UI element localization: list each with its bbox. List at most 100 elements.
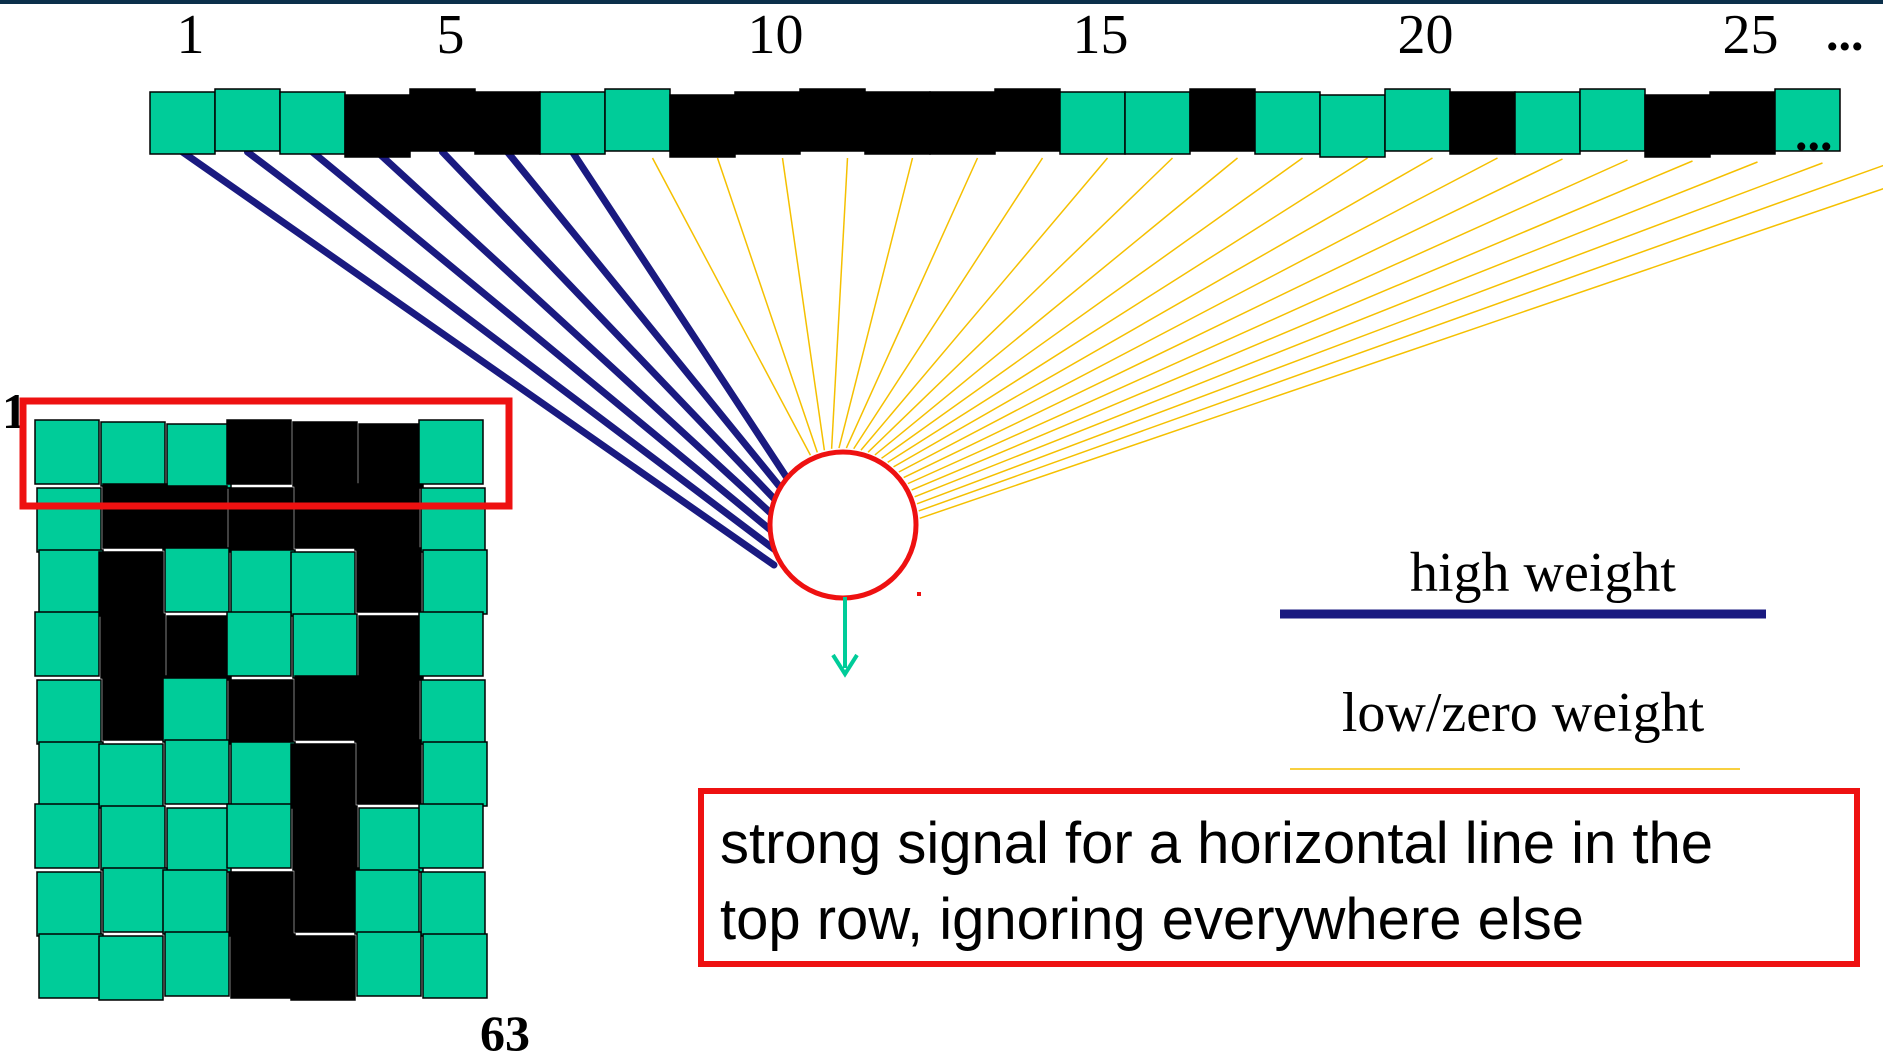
grid-cell-r7-c5 — [292, 805, 358, 871]
grid-cell-r8-c6 — [354, 869, 420, 935]
grid-cell-r9-c3 — [164, 931, 230, 997]
top-index-label-10: 10 — [748, 4, 804, 66]
grid-cell-r2-c4 — [228, 487, 294, 553]
top-ellipsis: ... — [1826, 5, 1864, 61]
grid-cell-r4-c7 — [418, 611, 484, 677]
top-index-label-15: 15 — [1073, 4, 1129, 66]
grid-cell-r8-c2 — [102, 867, 168, 933]
strip-cell-18 — [1254, 91, 1321, 155]
high-weight-line-1 — [179, 148, 778, 569]
strip-cell-16 — [1124, 91, 1191, 155]
grid-cell-r9-c5 — [290, 935, 356, 1001]
top-index-label-5: 5 — [437, 4, 465, 66]
grid-cell-r6-c2 — [98, 743, 164, 809]
low-weight-line-11 — [830, 157, 849, 449]
high-weight-line-7 — [569, 148, 793, 485]
low-weight-line-25 — [914, 161, 1758, 498]
strip-cell-23 — [1579, 88, 1646, 152]
grid-cell-r3-c6 — [356, 547, 422, 613]
strip-cell-8 — [604, 88, 671, 152]
grid-cell-r1-c2 — [100, 421, 166, 487]
low-weight-line-17 — [874, 157, 1238, 456]
low-weight-connections — [651, 157, 1883, 519]
grid-cell-r1-c6 — [358, 423, 424, 489]
grid-cell-r3-c5 — [290, 551, 356, 617]
grid-cell-r3-c1 — [38, 549, 104, 615]
top-index-label-20: 20 — [1398, 4, 1454, 66]
grid-cell-r2-c3 — [162, 485, 228, 551]
low-weight-line-9 — [716, 157, 819, 453]
top-index-label-25: 25 — [1723, 4, 1779, 66]
low-weight-line-8 — [651, 157, 812, 456]
note-line-2: top row, ignoring everywhere else — [720, 887, 1585, 952]
grid-cell-r1-c1 — [34, 419, 100, 485]
grid-cell-r7-c3 — [166, 807, 232, 873]
strip-cell-10 — [734, 91, 801, 155]
neuron-node — [767, 449, 919, 601]
grid-cell-r5-c7 — [420, 679, 486, 745]
grid-cell-r6-c3 — [164, 739, 230, 805]
strip-cell-2 — [214, 88, 281, 152]
low-weight-line-20 — [893, 157, 1433, 468]
strip-cell-4 — [344, 94, 411, 158]
grid-cell-r4-c6 — [358, 615, 424, 681]
grid-cell-r5-c4 — [228, 679, 294, 745]
high-weight-connections — [179, 148, 793, 569]
top-index-label-1: 1 — [177, 4, 205, 66]
grid-cell-r9-c2 — [98, 935, 164, 1001]
grid-cell-r2-c2 — [102, 483, 168, 549]
grid-cell-r7-c2 — [100, 805, 166, 871]
grid-cell-r3-c7 — [422, 549, 488, 615]
low-weight-line-19 — [887, 157, 1368, 463]
grid-cell-r2-c1 — [36, 487, 102, 553]
note-text: strong signal for a horizontal line in t… — [720, 806, 1840, 958]
strip-cell-13 — [929, 91, 996, 155]
strip-cell-5 — [409, 88, 476, 152]
grid-cell-r4-c2 — [100, 613, 166, 679]
grid-cell-r7-c6 — [358, 807, 424, 873]
top-rule — [0, 0, 1883, 4]
input-image-grid — [34, 419, 488, 1001]
grid-cell-r1-c5 — [292, 421, 358, 487]
grid-cell-r5-c6 — [354, 677, 420, 743]
grid-cell-r7-c4 — [226, 803, 292, 869]
low-weight-line-28 — [919, 187, 1883, 519]
low-weight-line-16 — [867, 157, 1174, 453]
high-weight-line-4 — [374, 148, 785, 527]
grid-cell-r1-c7 — [418, 419, 484, 485]
grid-cell-r6-c1 — [38, 741, 104, 807]
top-row-highlight — [19, 397, 513, 510]
low-weight-line-10 — [781, 157, 826, 451]
strip-cell-1 — [149, 91, 216, 155]
grid-cell-r6-c4 — [230, 741, 296, 807]
grid-cell-r6-c7 — [422, 741, 488, 807]
high-weight-line-2 — [244, 148, 780, 555]
grid-cell-r4-c4 — [226, 611, 292, 677]
strip-cell-17 — [1189, 88, 1256, 152]
grid-cell-r1-c4 — [226, 419, 292, 485]
input-strip — [149, 88, 1841, 158]
strip-cell-22 — [1514, 91, 1581, 155]
legend-low-label: low/zero weight — [1342, 682, 1705, 744]
grid-cell-r5-c2 — [102, 675, 168, 741]
grid-cell-r9-c1 — [38, 933, 104, 999]
low-weight-line-24 — [911, 160, 1693, 491]
low-weight-line-14 — [853, 157, 1044, 450]
strip-ellipsis: ... — [1795, 105, 1833, 161]
strip-cell-9 — [669, 94, 736, 158]
grid-cell-r8-c5 — [294, 867, 360, 933]
grid-cell-r1-c3 — [166, 423, 232, 489]
low-weight-line-23 — [907, 159, 1628, 485]
strip-cell-3 — [279, 91, 346, 155]
grid-cell-r2-c7 — [420, 487, 486, 553]
grid-cell-r3-c4 — [230, 549, 296, 615]
low-weight-line-22 — [903, 158, 1563, 479]
low-weight-line-21 — [898, 157, 1498, 473]
grid-last-index: 63 — [480, 1005, 530, 1054]
high-weight-line-6 — [504, 148, 790, 499]
grid-cell-r3-c3 — [164, 547, 230, 613]
grid-cell-r3-c2 — [98, 551, 164, 617]
legend: high weight low/zero weight — [1280, 542, 1766, 770]
strip-cell-21 — [1449, 91, 1516, 155]
